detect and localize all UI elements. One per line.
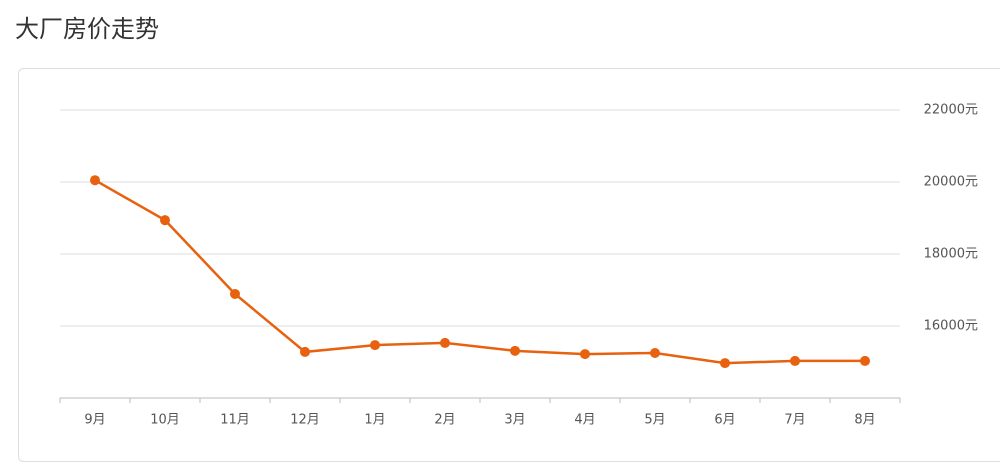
point bbox=[510, 345, 520, 356]
y-tick-label: 16000元 bbox=[924, 319, 978, 334]
x-tick-label: 1月 bbox=[364, 413, 385, 428]
point bbox=[790, 355, 800, 366]
x-tick-label: 9月 bbox=[84, 413, 105, 428]
point bbox=[230, 288, 240, 299]
y-tick-label: 18000元 bbox=[924, 247, 978, 262]
point bbox=[580, 349, 590, 360]
point bbox=[90, 175, 100, 186]
x-tick-label: 4月 bbox=[574, 413, 595, 428]
x-tick-label: 2月 bbox=[434, 413, 455, 428]
card bbox=[18, 68, 1000, 462]
point bbox=[300, 346, 310, 357]
x-tick-label: 11月 bbox=[220, 413, 250, 428]
line bbox=[94, 179, 865, 365]
point bbox=[370, 340, 380, 351]
x-tick-label: 7月 bbox=[784, 413, 805, 428]
y-tick-label: 20000元 bbox=[924, 175, 978, 190]
x-tick-label: 5月 bbox=[644, 413, 665, 428]
point bbox=[650, 348, 660, 358]
x-tick-label: 10月 bbox=[150, 413, 180, 428]
point bbox=[440, 337, 450, 348]
point bbox=[720, 358, 730, 369]
chart-title: 大厂房价走势 bbox=[15, 15, 159, 43]
x-tick-label: 8月 bbox=[854, 413, 875, 428]
x-tick-label: 12月 bbox=[290, 413, 320, 428]
x-tick-label: 3月 bbox=[504, 413, 525, 428]
point bbox=[860, 355, 870, 366]
point bbox=[160, 215, 170, 226]
y-tick-label: 22000元 bbox=[924, 103, 978, 118]
x-tick-label: 6月 bbox=[714, 413, 735, 428]
